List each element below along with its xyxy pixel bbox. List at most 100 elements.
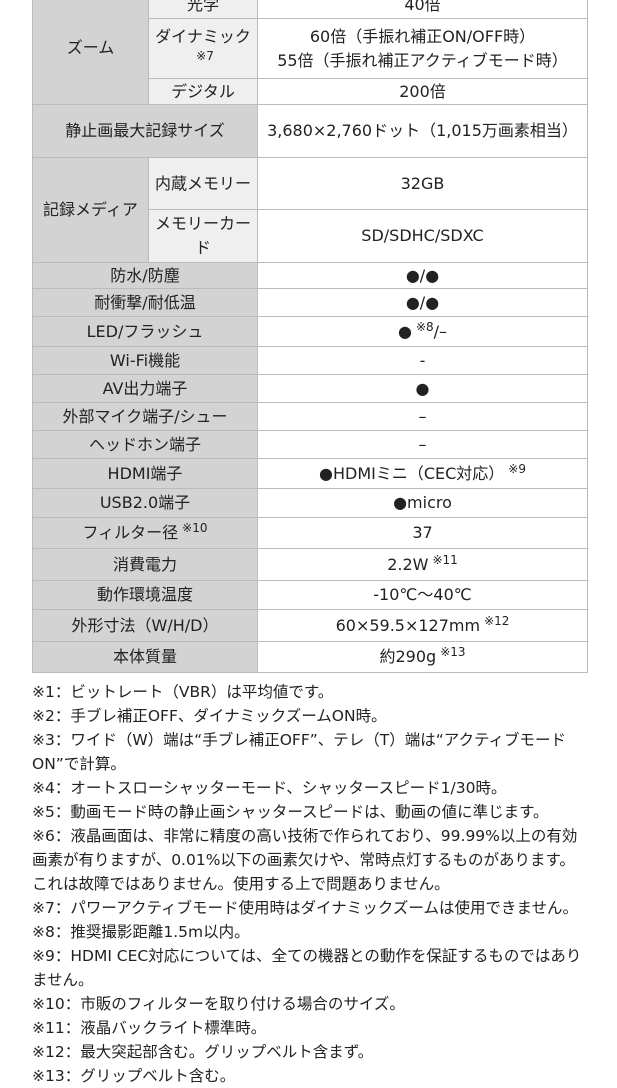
spec-value: 約290g ※13 bbox=[257, 641, 588, 673]
spec-label: 耐衝撃/耐低温 bbox=[32, 288, 258, 317]
spec-row: AV出力端子 ● bbox=[32, 374, 588, 403]
spec-row: 外形寸法（W/H/D） 60×59.5×127mm ※12 bbox=[32, 609, 588, 642]
footnote-item: ※4：オートスローシャッターモード、シャッタースピード1/30時。 bbox=[32, 779, 507, 797]
spec-label: 本体質量 bbox=[32, 641, 258, 673]
spec-row: 静止画最大記録サイズ 3,680×2,760ドット（1,015万画素相当） bbox=[32, 104, 588, 158]
spec-value-text: ●/● bbox=[405, 292, 440, 312]
spec-value: ●micro bbox=[257, 488, 588, 518]
spec-row: 動作環境温度 -10℃〜40℃ bbox=[32, 580, 588, 610]
footnote-item: ※3：ワイド（W）端は“手ブレ補正OFF”、テレ（T）端は“アクティブモードON… bbox=[32, 731, 567, 773]
spec-label: 消費電力 bbox=[32, 548, 258, 581]
spec-row: フィルター径 ※10 37 bbox=[32, 517, 588, 549]
spec-sublabel-text: ダイナミック bbox=[155, 26, 251, 46]
spec-label: 動作環境温度 bbox=[32, 580, 258, 610]
spec-row: 本体質量 約290g ※13 bbox=[32, 641, 588, 673]
spec-sublabel-text: メモリーカード bbox=[154, 214, 251, 257]
spec-value-text: 32GB bbox=[400, 173, 445, 193]
spec-value-text: ●micro bbox=[393, 493, 452, 512]
spec-row: HDMI端子 ●HDMIミニ（CEC対応） ※9 bbox=[32, 458, 588, 489]
spec-value: 3,680×2,760ドット（1,015万画素相当） bbox=[257, 104, 588, 158]
spec-label: ズーム bbox=[32, 0, 149, 105]
spec-value: – bbox=[257, 430, 588, 459]
footnote-ref: ※8 bbox=[415, 319, 434, 334]
footnote-item: ※7：パワーアクティブモード使用時はダイナミックズームは使用できません。 bbox=[32, 899, 578, 917]
footnote-ref: ※7 bbox=[196, 48, 214, 63]
spec-row: Wi-Fi機能 - bbox=[32, 346, 588, 375]
spec-row: メモリーカード SD/SDHC/SDXC bbox=[33, 209, 588, 263]
spec-value: ●/● bbox=[257, 288, 588, 317]
footnote-item: ※10：市販のフィルターを取り付ける場合のサイズ。 bbox=[32, 995, 405, 1013]
spec-row: USB2.0端子 ●micro bbox=[32, 488, 588, 518]
spec-value: ●/● bbox=[257, 262, 588, 289]
spec-value-text: - bbox=[419, 350, 426, 370]
footnote-item: ※12：最大突起部含む。グリップベルト含まず。 bbox=[32, 1043, 374, 1061]
spec-row: ダイナミック ※7 60倍（手振れ補正ON/OFF時） 55倍（手振れ補正アクティブ… bbox=[33, 18, 588, 79]
spec-row: 消費電力 2.2W ※11 bbox=[32, 548, 588, 581]
spec-label-text: ヘッドホン端子 bbox=[88, 434, 201, 454]
footnote-item: ※13：グリップベルト含む。 bbox=[32, 1067, 236, 1085]
footnote-item: ※9：HDMI CEC対応については、全ての機器との動作を保証するものではありま… bbox=[32, 947, 582, 989]
footnote-ref: ※13 bbox=[440, 645, 466, 659]
spec-label: 記録メディア bbox=[32, 157, 149, 263]
spec-value: - bbox=[257, 346, 588, 375]
spec-label-text: 記録メディア bbox=[43, 200, 138, 219]
spec-value: SD/SDHC/SDXC bbox=[257, 209, 588, 263]
spec-label: HDMI端子 bbox=[32, 458, 258, 489]
spec-label-text: 消費電力 bbox=[112, 554, 177, 574]
spec-label: 防水/防塵 bbox=[32, 262, 258, 289]
spec-label-text: HDMI端子 bbox=[107, 463, 183, 483]
spec-label-text: 耐衝撃/耐低温 bbox=[94, 292, 196, 312]
spec-row: 記録メディア 内蔵メモリー 32GB bbox=[32, 157, 588, 263]
footnote-ref: ※12 bbox=[484, 613, 510, 628]
spec-value: ●HDMIミニ（CEC対応） ※9 bbox=[257, 458, 588, 489]
spec-sublabel: 内蔵メモリー bbox=[148, 157, 258, 210]
spec-sublabel: 光学 bbox=[148, 0, 258, 19]
spec-value-text: ●HDMIミニ（CEC対応） bbox=[319, 463, 505, 483]
spec-value-text: SD/SDHC/SDXC bbox=[361, 226, 484, 245]
spec-sublabel-text: 内蔵メモリー bbox=[154, 173, 251, 193]
spec-label: USB2.0端子 bbox=[32, 488, 258, 518]
spec-label: フィルター径 ※10 bbox=[32, 517, 258, 549]
spec-table: ズーム 光学 40倍ダイナミック ※7 60倍（手振れ補正ON/OFF時） 55倍（手振… bbox=[32, 0, 588, 673]
footnote-item: ※1：ビットレート（VBR）は平均値です。 bbox=[32, 683, 334, 701]
spec-row: デジタル 200倍 bbox=[33, 78, 588, 105]
spec-value-text: 3,680×2,760ドット（1,015万画素相当） bbox=[267, 121, 578, 140]
spec-row: ヘッドホン端子 – bbox=[32, 430, 588, 459]
spec-value-suffix: /– bbox=[433, 321, 448, 341]
spec-row: LED/フラッシュ ● ※8/– bbox=[32, 316, 588, 347]
spec-value-text: ● bbox=[397, 321, 412, 341]
spec-row: 外部マイク端子/シュー – bbox=[32, 402, 588, 431]
footnote-item: ※2：手ブレ補正OFF、ダイナミックズームON時。 bbox=[32, 707, 387, 725]
spec-label-text: LED/フラッシュ bbox=[86, 321, 204, 341]
spec-label: 外部マイク端子/シュー bbox=[32, 402, 258, 431]
spec-row: ズーム 光学 40倍 bbox=[32, 0, 588, 105]
spec-value-text: 2.2W bbox=[387, 554, 429, 574]
spec-label-text: Wi-Fi機能 bbox=[109, 350, 181, 370]
spec-sublabel: メモリーカード bbox=[148, 209, 258, 263]
spec-value-text: – bbox=[418, 434, 427, 454]
spec-label-text: ズーム bbox=[66, 37, 115, 57]
spec-value-text: 約290g bbox=[379, 647, 437, 666]
footnote-item: ※11：液晶バックライト標準時。 bbox=[32, 1019, 267, 1037]
spec-label: 外形寸法（W/H/D） bbox=[32, 609, 258, 642]
spec-value: ● bbox=[257, 374, 588, 403]
spec-label-text: 外部マイク端子/シュー bbox=[62, 406, 228, 426]
spec-value-text: -10℃〜40℃ bbox=[373, 585, 472, 604]
spec-label-text: USB2.0端子 bbox=[99, 493, 191, 512]
spec-value: – bbox=[257, 402, 588, 431]
spec-value-text: 60倍（手振れ補正ON/OFF時） 55倍（手振れ補正アクティブモード時） bbox=[277, 26, 568, 70]
spec-sublabel: ダイナミック ※7 bbox=[148, 18, 258, 79]
spec-label-text: 静止画最大記録サイズ bbox=[65, 121, 225, 140]
spec-label: Wi-Fi機能 bbox=[32, 346, 258, 375]
footnotes: ※1：ビットレート（VBR）は平均値です。 ※2：手ブレ補正OFF、ダイナミックズ… bbox=[32, 680, 588, 1088]
spec-value: 200倍 bbox=[257, 78, 588, 105]
spec-value: -10℃〜40℃ bbox=[257, 580, 588, 610]
spec-label: LED/フラッシュ bbox=[32, 316, 258, 347]
spec-row: 耐衝撃/耐低温 ●/● bbox=[32, 288, 588, 317]
spec-label: ヘッドホン端子 bbox=[32, 430, 258, 459]
footnote-item: ※6：液晶画面は、非常に精度の高い技術で作られており、99.99%以上の有効画素… bbox=[32, 827, 578, 893]
spec-label-text: フィルター径 bbox=[82, 523, 179, 542]
spec-value-text: ●/● bbox=[405, 265, 440, 285]
spec-value-text: 40倍 bbox=[404, 0, 441, 14]
spec-label: 静止画最大記録サイズ bbox=[32, 104, 258, 158]
